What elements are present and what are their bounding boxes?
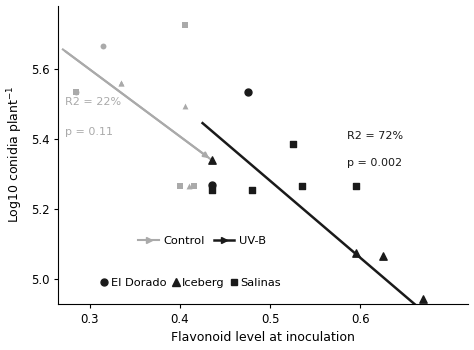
Point bbox=[298, 183, 306, 189]
Text: R2 = 22%: R2 = 22% bbox=[64, 97, 121, 107]
Point bbox=[352, 250, 360, 256]
Point bbox=[181, 103, 188, 108]
Point bbox=[100, 43, 107, 49]
Text: R2 = 72%: R2 = 72% bbox=[347, 131, 403, 141]
Point bbox=[248, 187, 256, 192]
Point bbox=[208, 157, 215, 163]
Point bbox=[185, 183, 193, 189]
Point bbox=[419, 296, 427, 301]
Point bbox=[190, 183, 197, 189]
Point bbox=[176, 183, 184, 189]
Point bbox=[244, 89, 251, 95]
Point bbox=[73, 89, 80, 95]
Text: p = 0.11: p = 0.11 bbox=[64, 127, 113, 136]
Point bbox=[181, 22, 188, 28]
Point bbox=[208, 182, 215, 187]
Y-axis label: Log10 conidia plant$^{-1}$: Log10 conidia plant$^{-1}$ bbox=[6, 86, 25, 223]
Point bbox=[118, 80, 125, 86]
Point bbox=[118, 80, 125, 86]
X-axis label: Flavonoid level at inoculation: Flavonoid level at inoculation bbox=[172, 331, 356, 344]
Point bbox=[73, 89, 80, 95]
Point bbox=[208, 187, 215, 192]
Legend: El Dorado, Iceberg, Salinas: El Dorado, Iceberg, Salinas bbox=[97, 273, 286, 292]
Point bbox=[379, 254, 387, 259]
Point bbox=[289, 141, 297, 147]
Point bbox=[352, 183, 360, 189]
Text: p = 0.002: p = 0.002 bbox=[347, 158, 402, 168]
